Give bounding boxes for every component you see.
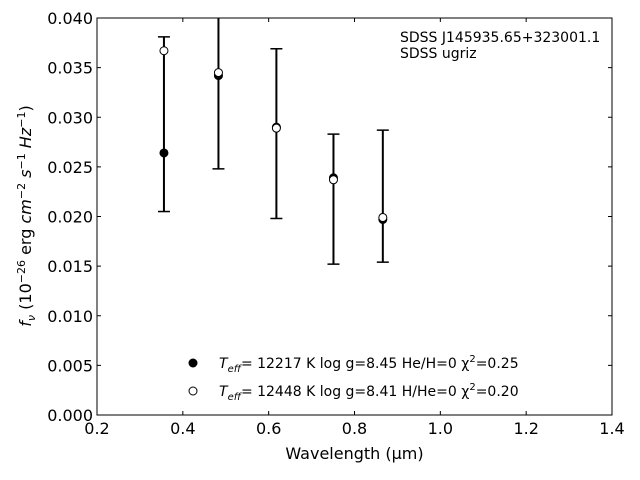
y-tick-label: 0.030 xyxy=(47,108,93,127)
y-tick-label: 0.010 xyxy=(47,307,93,326)
y-tick-label: 0.000 xyxy=(47,406,93,425)
legend-label: Teff= 12448 K log g=8.41 H/He=0 χ2=0.20 xyxy=(219,382,519,403)
open-marker xyxy=(159,46,169,56)
legend: Teff= 12217 K log g=8.45 He/H=0 χ2=0.25 T… xyxy=(188,354,519,403)
y-tick-label: 0.015 xyxy=(47,257,93,276)
x-tick-label: 0.4 xyxy=(170,419,195,438)
open-marker xyxy=(271,123,281,133)
x-tick-label: 0.2 xyxy=(84,419,109,438)
x-tick-label: 1.0 xyxy=(428,419,453,438)
y-tick-label: 0.040 xyxy=(47,9,93,28)
y-tick-label: 0.035 xyxy=(47,59,93,78)
x-tick-label: 0.6 xyxy=(256,419,281,438)
open-marker xyxy=(328,175,338,185)
error-bars xyxy=(157,18,389,265)
legend-open-marker xyxy=(188,386,198,396)
y-tick-label: 0.020 xyxy=(47,208,93,227)
y-tick-label: 0.025 xyxy=(47,158,93,177)
x-tick-label: 1.2 xyxy=(513,419,538,438)
x-tick-label: 0.8 xyxy=(342,419,367,438)
photometry-annotation: SDSS ugriz xyxy=(400,46,477,62)
filled-marker xyxy=(159,148,169,158)
object-name-annotation: SDSS J145935.65+323001.1 xyxy=(400,30,600,46)
x-axis-title: Wavelength (μm) xyxy=(285,444,423,463)
legend-label: Teff= 12217 K log g=8.45 He/H=0 χ2=0.25 xyxy=(219,354,519,375)
y-tick-label: 0.005 xyxy=(47,356,93,375)
x-tick-label: 1.4 xyxy=(599,419,624,438)
open-marker xyxy=(378,212,388,222)
y-axis-title: fν (10−26 erg cm−2 s−1 Hz−1) xyxy=(15,105,38,326)
open-marker xyxy=(213,68,223,78)
legend-filled-marker xyxy=(188,358,198,368)
data-markers xyxy=(159,46,388,224)
axis-ticks: 0.2 0.4 0.6 0.8 1.0 1.2 1.4 0.000 0.005 0.010 0.01… xyxy=(47,9,625,438)
